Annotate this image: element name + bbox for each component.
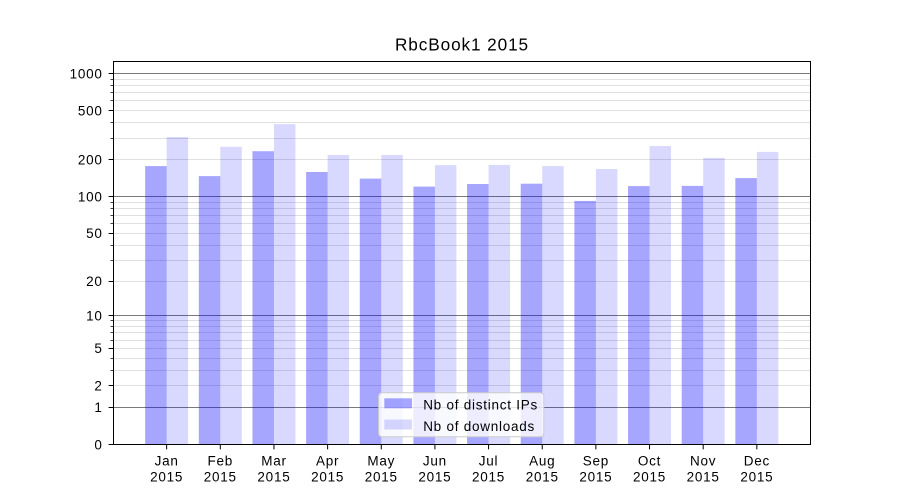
svg-text:Nb of downloads: Nb of downloads [423,419,535,434]
svg-text:May: May [367,454,395,469]
svg-text:Apr: Apr [316,454,339,469]
svg-text:Nov: Nov [690,454,716,469]
svg-text:2015: 2015 [365,470,398,485]
svg-text:2015: 2015 [150,470,183,485]
svg-text:1000: 1000 [70,66,103,81]
svg-text:Feb: Feb [208,454,234,469]
svg-text:500: 500 [78,104,103,119]
svg-text:Oct: Oct [638,454,661,469]
svg-text:2015: 2015 [633,470,666,485]
svg-text:200: 200 [78,153,103,168]
svg-text:Mar: Mar [261,454,287,469]
svg-text:2015: 2015 [472,470,505,485]
svg-text:20: 20 [86,274,103,289]
svg-text:2015: 2015 [687,470,720,485]
svg-text:Jun: Jun [423,454,447,469]
svg-text:Sep: Sep [583,454,609,469]
svg-text:Aug: Aug [529,454,555,469]
svg-text:2015: 2015 [257,470,290,485]
svg-text:2015: 2015 [311,470,344,485]
svg-text:1: 1 [94,400,102,415]
svg-text:50: 50 [86,226,103,241]
svg-text:0: 0 [94,437,102,452]
svg-text:100: 100 [78,190,103,205]
svg-text:2: 2 [94,378,102,393]
svg-text:2015: 2015 [579,470,612,485]
svg-text:2015: 2015 [740,470,773,485]
svg-text:RbcBook1 2015: RbcBook1 2015 [395,35,529,55]
svg-text:2015: 2015 [418,470,451,485]
svg-text:Jul: Jul [479,454,499,469]
svg-text:Dec: Dec [744,454,770,469]
svg-text:Nb of distinct IPs: Nb of distinct IPs [423,398,538,413]
svg-text:Jan: Jan [155,454,179,469]
svg-text:10: 10 [86,309,103,324]
svg-text:2015: 2015 [526,470,559,485]
svg-text:5: 5 [94,341,102,356]
svg-text:2015: 2015 [204,470,237,485]
